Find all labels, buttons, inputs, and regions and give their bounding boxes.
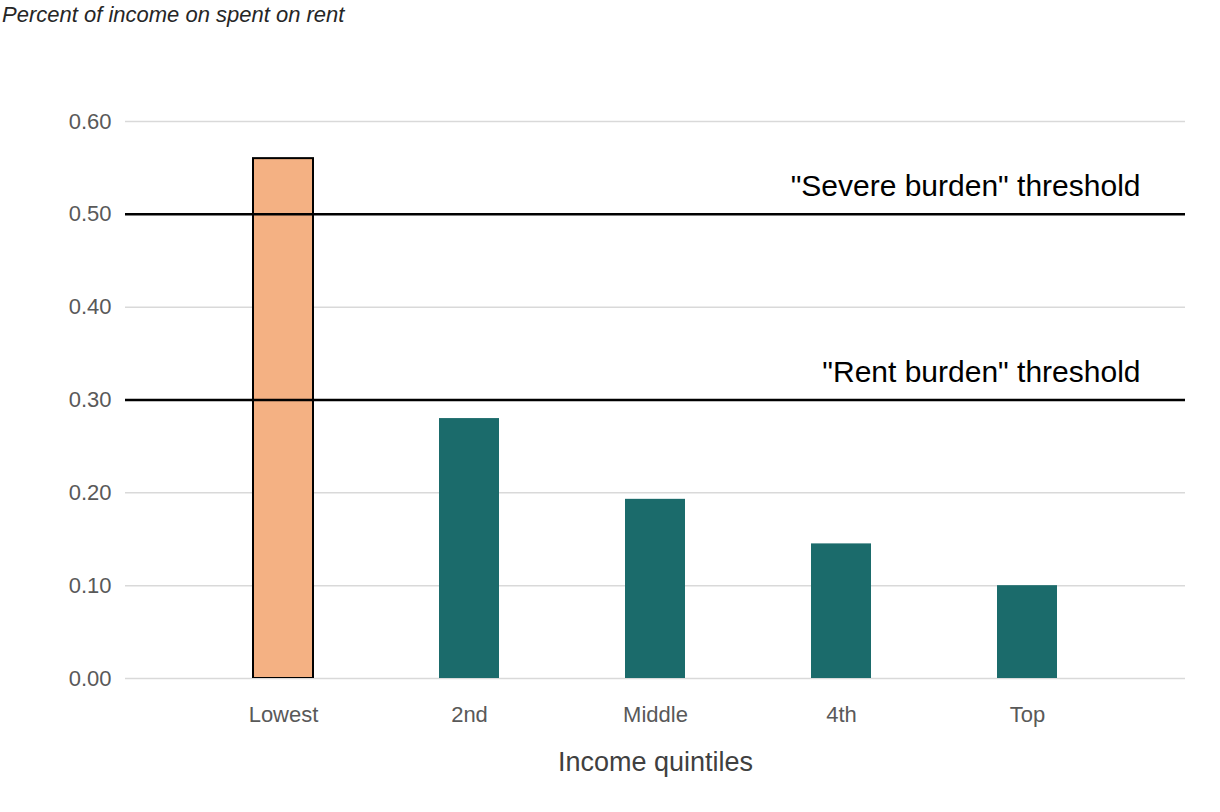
svg-text:0.10: 0.10 — [69, 573, 112, 598]
html-text:Percent of income on spent on: Percent of income on spent on rent — [2, 2, 345, 27]
svg-text:4th: 4th — [826, 702, 857, 727]
svg-text:0.40: 0.40 — [69, 294, 112, 319]
svg-text:2nd: 2nd — [451, 702, 488, 727]
svg-text:0.00: 0.00 — [69, 666, 112, 691]
svg-text:"Severe burden" threshold: "Severe burden" threshold — [791, 169, 1141, 202]
svg-text:0.30: 0.30 — [69, 387, 112, 412]
svg-text:Lowest: Lowest — [249, 702, 319, 727]
svg-text:0.60: 0.60 — [69, 109, 112, 134]
svg-text:Middle: Middle — [623, 702, 688, 727]
svg-text:0.50: 0.50 — [69, 201, 112, 226]
svg-text:Income quintiles: Income quintiles — [558, 747, 753, 777]
svg-text:"Rent burden" threshold: "Rent burden" threshold — [822, 355, 1140, 388]
svg-text:0.20: 0.20 — [69, 480, 112, 505]
svg-text:Top: Top — [1010, 702, 1045, 727]
